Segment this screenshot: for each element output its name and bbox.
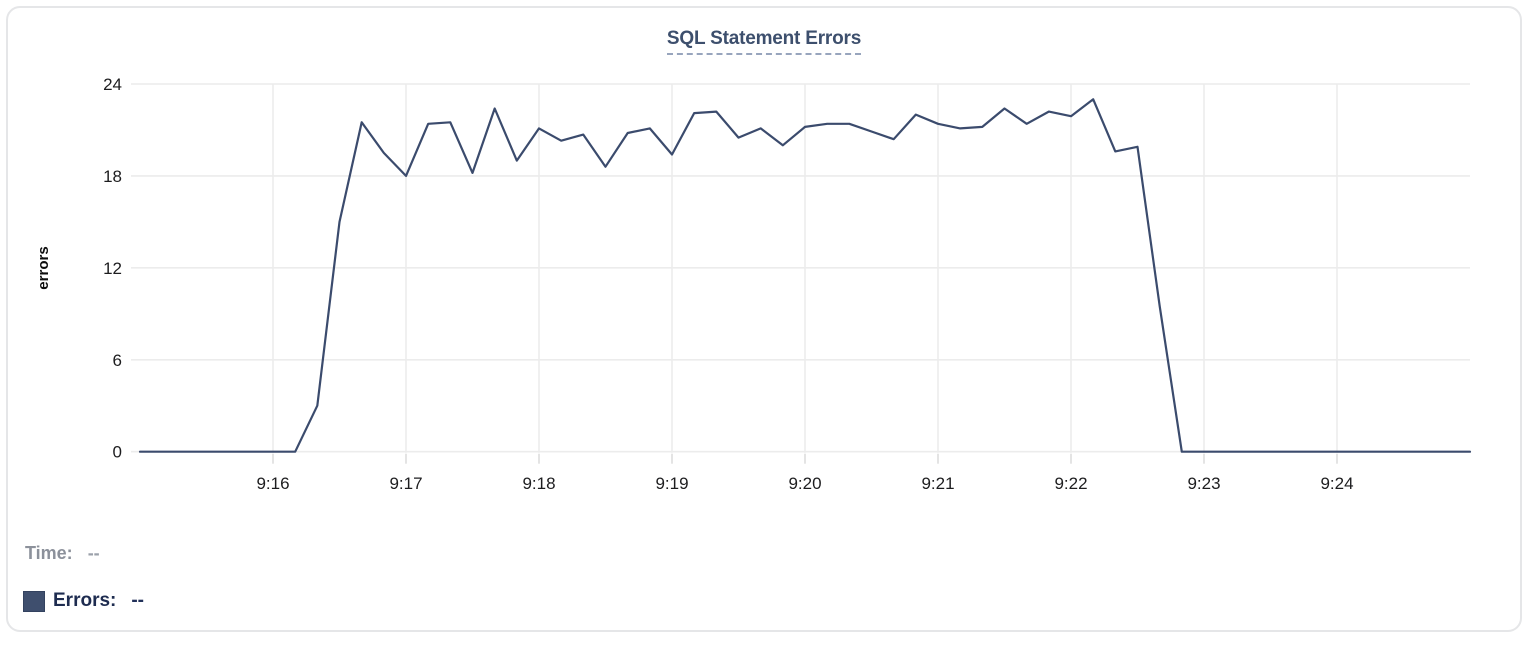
y-tick-label: 18 [103, 167, 122, 186]
errors-series-swatch-icon [23, 590, 45, 612]
tooltip-time-row: Time: -- [25, 543, 100, 564]
x-tick-label: 9:20 [788, 474, 821, 493]
chart-card [6, 6, 1522, 632]
errors-series-line [138, 98, 1472, 453]
y-tick-label: 12 [103, 259, 122, 278]
tooltip-time-label: Time: [25, 543, 73, 563]
y-tick-label: 24 [103, 75, 122, 94]
x-tick-label: 9:21 [921, 474, 954, 493]
x-tick-label: 9:17 [389, 474, 422, 493]
line-chart[interactable]: 0 6 12 18 24 9:16 9:17 9:18 9:19 9:20 9:21 9:22 9:23… [0, 0, 1528, 505]
tooltip-errors-row: Errors: -- [23, 590, 144, 612]
x-tick-label: 9:23 [1187, 474, 1220, 493]
x-tick-label: 9:16 [256, 474, 289, 493]
x-tick-label: 9:19 [655, 474, 688, 493]
tooltip-errors-value: -- [131, 590, 145, 611]
tooltip-errors-label: Errors: [53, 590, 117, 611]
y-axis-label: errors [35, 246, 52, 289]
y-tick-label: 6 [113, 351, 122, 370]
x-tick-label: 9:24 [1320, 474, 1353, 493]
chart-header: SQL Statement Errors [0, 28, 1528, 55]
chart-title[interactable]: SQL Statement Errors [666, 28, 861, 55]
x-tick-label: 9:18 [522, 474, 555, 493]
x-tick-label: 9:22 [1054, 474, 1087, 493]
y-tick-label: 0 [113, 443, 122, 462]
tooltip-time-value: -- [87, 543, 100, 563]
